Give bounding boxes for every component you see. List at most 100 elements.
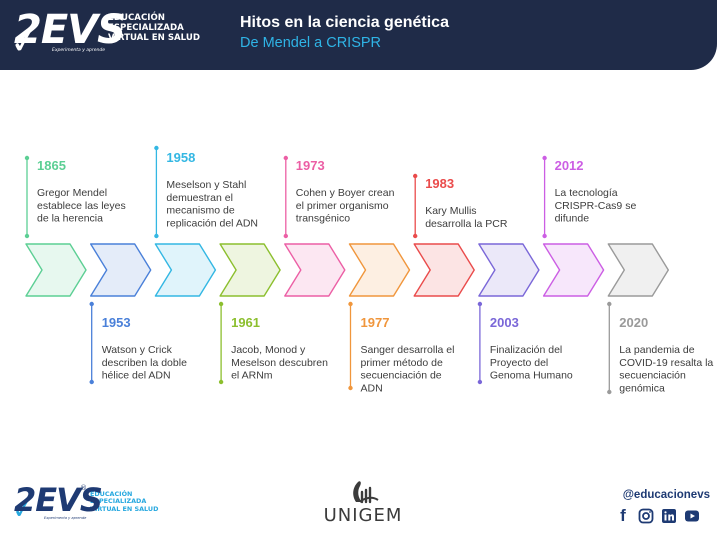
- connector-dot-top-1983: [413, 173, 418, 179]
- connector-dot-bottom-1983: [413, 233, 418, 239]
- chevron-1958: [154, 243, 217, 297]
- connector-dot-bottom-2012: [542, 233, 547, 239]
- connector-dot-top-1865: [24, 155, 30, 161]
- milestone-desc-line: Gregor Mendel: [37, 187, 107, 199]
- milestone-desc-line: secuenciación de: [361, 370, 442, 382]
- milestone-desc-line: describen la doble: [102, 357, 187, 369]
- milestone-desc-line: de la herencia: [37, 213, 103, 225]
- milestone-desc-line: Jacob, Monod y: [231, 344, 306, 356]
- social-handle[interactable]: @educacionevs: [622, 489, 710, 501]
- facebook-icon[interactable]: f: [620, 506, 626, 525]
- youtube-icon[interactable]: [684, 508, 700, 524]
- chevron-1961: [219, 243, 281, 297]
- connector-dot-bottom-1961: [218, 379, 224, 385]
- milestone-desc-line: Finalización del: [490, 344, 562, 356]
- milestone-desc-line: el primer organismo: [296, 200, 389, 212]
- milestone-desc-line: replicación del ADN: [166, 217, 258, 229]
- registered-mark: ®: [80, 484, 87, 492]
- milestone-desc-line: difunde: [555, 213, 590, 225]
- footer-evs-logo-mark: ✓ 2EVS: [10, 482, 103, 525]
- milestone-desc-line: desarrolla la PCR: [425, 218, 508, 230]
- milestone-desc-line: ADN: [361, 382, 383, 394]
- connector-dot-top-1961: [218, 301, 224, 307]
- footer-evs-logo[interactable]: ✓ 2EVS EDUCACIÓN ESPECIALIZADA VIRTUAL E…: [10, 482, 159, 525]
- connector-dot-top-1953: [89, 301, 94, 307]
- milestone-desc-line: Cohen y Boyer crean: [296, 187, 395, 199]
- milestone-year-2012: 2012: [555, 158, 584, 173]
- chevron-2003: [478, 243, 540, 297]
- connector-dot-top-1977: [348, 301, 353, 307]
- milestone-desc-line: CRISPR-Cas9 se: [555, 200, 637, 212]
- milestone-desc-line: Watson y Crick: [102, 344, 173, 356]
- milestone-year-1961: 1961: [231, 315, 260, 330]
- milestone-year-2003: 2003: [490, 315, 519, 330]
- connector-dot-bottom-1953: [89, 379, 94, 385]
- evs-logo-text: 2EVS: [14, 7, 126, 53]
- evs-logo-words: EDUCACIÓN ESPECIALIZADA VIRTUAL EN SALUD: [108, 13, 200, 44]
- footer-evs-logo-line-1: EDUCACIÓN: [90, 489, 133, 498]
- milestone-desc-line: primer método de: [361, 357, 443, 369]
- page-title: Hitos en la ciencia genética: [240, 14, 449, 31]
- connector-dot-bottom-1977: [348, 385, 353, 391]
- unigem-logo-text: UNIGEM: [323, 505, 403, 526]
- milestone-desc-line: mecanismo de: [166, 205, 234, 217]
- connector-dot-top-2003: [477, 301, 483, 307]
- milestone-year-1973: 1973: [296, 158, 325, 173]
- connector-dot-top-2020: [607, 301, 612, 307]
- milestone-year-1983: 1983: [425, 176, 454, 191]
- connector-dot-top-2012: [542, 155, 547, 161]
- milestone-desc-line: Meselson y Stahl: [166, 179, 246, 191]
- evs-logo-line-3: VIRTUAL EN SALUD: [108, 32, 200, 43]
- chevron-1953: [89, 243, 152, 297]
- footer-evs-logo-words: EDUCACIÓN ESPECIALIZADA VIRTUAL EN SALUD: [90, 489, 159, 513]
- milestone-year-1958: 1958: [166, 150, 195, 165]
- unigem-logo-icon[interactable]: [322, 478, 404, 528]
- evs-logo-tagline: Experimenta y aprende: [52, 48, 105, 53]
- milestone-desc-line: La tecnología: [555, 187, 618, 199]
- milestone-desc-line: transgénico: [296, 213, 350, 225]
- connector-dot-top-1973: [283, 155, 288, 161]
- milestone-desc-line: La pandemia de: [619, 344, 694, 356]
- milestone-desc-line: hélice del ADN: [102, 370, 171, 382]
- milestone-year-1865: 1865: [37, 158, 66, 173]
- milestone-desc-line: Proyecto del: [490, 357, 548, 369]
- page-subtitle: De Mendel a CRISPR: [240, 35, 382, 51]
- milestone-desc-line: Kary Mullis: [425, 205, 476, 217]
- milestone-desc-line: secuenciación: [619, 370, 686, 382]
- milestone-desc-line: el ARNm: [231, 370, 273, 382]
- footer-evs-logo-line-3: VIRTUAL EN SALUD: [90, 504, 159, 513]
- milestone-desc-line: Sanger desarrolla el: [361, 344, 455, 356]
- footer-evs-logo-text: 2EVS: [14, 481, 103, 519]
- chevron-1983: [413, 243, 475, 297]
- milestone-desc-line: genómica: [619, 382, 665, 394]
- connector-dot-bottom-1865: [24, 233, 30, 239]
- instagram-icon[interactable]: [638, 508, 654, 524]
- connector-dot-bottom-2003: [477, 379, 483, 385]
- footer-evs-logo-tagline: Experimenta y aprende: [44, 516, 87, 520]
- evs-logo-line-1: EDUCACIÓN: [108, 13, 165, 24]
- footer-evs-logo-line-2: ESPECIALIZADA: [90, 497, 147, 506]
- evs-logo[interactable]: ✓ 2EVS EDUCACIÓN ESPECIALIZADA VIRTUAL E…: [7, 6, 200, 63]
- milestone-desc-line: establece las leyes: [37, 200, 126, 212]
- evs-logo-line-2: ESPECIALIZADA: [108, 23, 184, 34]
- milestone-desc-line: COVID-19 resalta la: [619, 357, 713, 369]
- connector-dot-bottom-1958: [154, 233, 159, 239]
- chevron-2020: [607, 243, 669, 297]
- evs-logo-mark: ✓ 2EVS: [7, 6, 125, 63]
- milestone-year-1977: 1977: [361, 315, 390, 330]
- milestone-desc-line: Meselson descubren: [231, 357, 328, 369]
- connector-dot-top-1958: [154, 145, 159, 151]
- chevron-2012: [542, 243, 605, 297]
- linkedin-icon[interactable]: [661, 508, 677, 524]
